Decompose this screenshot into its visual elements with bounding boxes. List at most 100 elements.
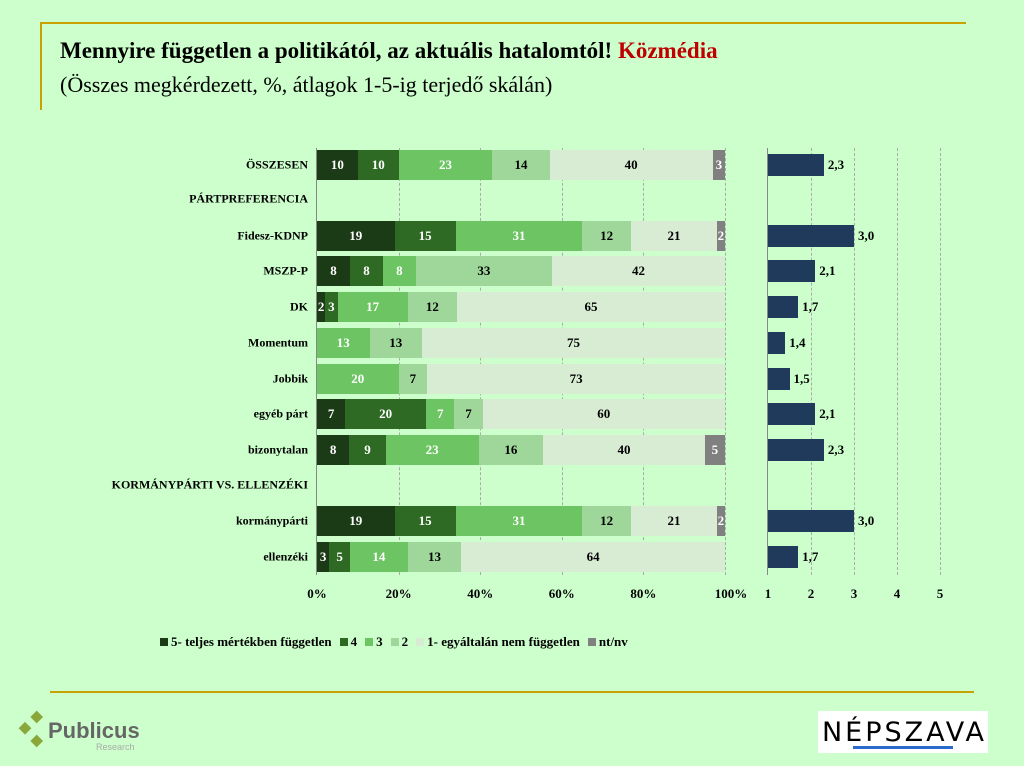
legend-item: 2 (390, 634, 409, 650)
mean-label: 1,5 (793, 371, 810, 386)
right-x-tick-label: 4 (893, 586, 901, 601)
bar-segment: 7 (426, 399, 455, 429)
top-rule (40, 22, 966, 24)
bar-segment: 5 (329, 542, 350, 572)
right-y-axis (767, 148, 768, 575)
bar-segment: 7 (398, 364, 428, 394)
grid-line (480, 148, 482, 575)
bar-segment: 7 (454, 399, 483, 429)
legend-item: 4 (339, 634, 357, 650)
legend-swatch (587, 638, 596, 646)
right-x-tick-label: 2 (807, 586, 815, 601)
bar-segment: 2 (317, 292, 326, 322)
mean-bar (768, 154, 824, 176)
x-tick-label: 60% (548, 586, 575, 601)
bar-segment: 14 (492, 150, 550, 180)
legend-label: 3 (376, 634, 383, 649)
bar-segment: 12 (582, 221, 632, 251)
legend-label: 5- teljes mértékben független (171, 634, 332, 649)
category-label: KORMÁNYPÁRTI VS. ELLENZÉKI (111, 477, 308, 492)
grid-line (398, 148, 400, 575)
right-x-tick-label: 5 (936, 586, 944, 601)
y-axis (316, 148, 317, 575)
category-label: PÁRTPREFERENCIA (189, 191, 308, 206)
x-tick-label: 20% (385, 586, 412, 601)
category-label: kormánypárti (236, 513, 308, 528)
bar-segment: 20 (345, 399, 427, 429)
bar-segment: 65 (457, 292, 725, 322)
category-label: ellenzéki (263, 549, 308, 564)
legend-item: 1- egyáltalán nem független (416, 634, 580, 650)
mean-bar (768, 368, 790, 390)
bar-segment: 17 (337, 292, 408, 322)
bar-segment: 21 (631, 506, 717, 536)
bar-segment: 13 (369, 328, 422, 358)
bar-segment: 3 (712, 150, 725, 180)
bar-segment: 19 (317, 506, 395, 536)
publicus-logo: Publicus Research (14, 710, 154, 759)
right-grid-line (854, 148, 855, 575)
grid-line (561, 148, 563, 575)
mean-label: 2,3 (827, 157, 845, 172)
bar-segment: 13 (407, 542, 462, 572)
legend-label: 1- egyáltalán nem független (427, 634, 580, 649)
bar-segment: 40 (543, 435, 705, 465)
bar-segment: 3 (325, 292, 338, 322)
mean-bar (768, 546, 799, 568)
side-rule (40, 22, 42, 110)
bar-segment: 23 (398, 150, 493, 180)
title-main: Mennyire független a politikától, az akt… (60, 38, 613, 63)
mean-label: 3,0 (858, 513, 875, 528)
legend-label: 2 (401, 634, 409, 649)
legend-swatch (160, 638, 168, 646)
bar-segment: 7 (317, 399, 346, 429)
mean-bar (768, 296, 799, 318)
bar-segment: 5 (704, 435, 725, 465)
mean-label: 2,1 (819, 263, 836, 278)
grid-line (725, 148, 726, 575)
mean-label: 1,4 (789, 335, 806, 350)
right-x-tick-label: 1 (764, 586, 772, 601)
mean-label: 3,0 (858, 228, 875, 243)
mean-label: 1,7 (802, 549, 819, 564)
bar-segment: 12 (407, 292, 458, 322)
legend-swatch (416, 638, 425, 646)
mean-bar (768, 260, 816, 282)
bar-segment: 33 (415, 256, 552, 286)
bar-segment: 20 (317, 364, 399, 394)
bar-segment: 9 (349, 435, 386, 465)
category-label: MSZP-P (263, 263, 308, 278)
category-label: Momentum (248, 335, 308, 350)
bottom-rule (50, 691, 974, 693)
x-tick-label: 80% (630, 586, 657, 601)
right-grid-line (897, 148, 898, 575)
svg-text:Research: Research (96, 742, 135, 752)
bar-segment: 64 (461, 542, 725, 572)
bar-segment: 13 (317, 328, 370, 358)
category-label: bizonytalan (247, 442, 308, 457)
bar-segment: 73 (427, 364, 725, 394)
legend-swatch (365, 638, 374, 646)
mean-label: 2,3 (827, 442, 845, 457)
legend: 5- teljes mértékben független 4 3 2 1- egyál… (160, 634, 628, 650)
grid-line (643, 148, 645, 575)
bar-segment: 75 (422, 328, 725, 358)
bar-segment: 16 (478, 435, 544, 465)
bar-segment: 31 (455, 506, 583, 536)
legend-swatch (339, 638, 348, 646)
bar-segment: 60 (482, 399, 725, 429)
legend-item: 5- teljes mértékben független (160, 634, 332, 650)
mean-label: 1,7 (802, 299, 819, 314)
category-label: DK (290, 299, 308, 314)
svg-text:Publicus: Publicus (48, 718, 140, 743)
right-grid-line (811, 148, 812, 575)
bar-segment: 8 (317, 256, 350, 286)
nepszava-logo: NÉPSZAVA (818, 711, 988, 753)
x-tick-label: 40% (467, 586, 494, 601)
mean-bar (768, 403, 816, 425)
bar-segment: 15 (394, 506, 456, 536)
chart-title: Mennyire független a politikától, az akt… (60, 38, 718, 64)
bar-segment: 10 (317, 150, 358, 180)
bar-segment: 42 (551, 256, 725, 286)
bar-segment: 12 (582, 506, 632, 536)
